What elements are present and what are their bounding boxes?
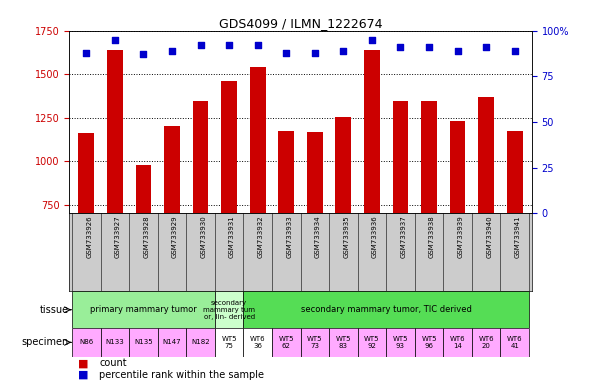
Text: GSM733926: GSM733926 bbox=[87, 215, 93, 258]
Point bbox=[253, 42, 263, 48]
Bar bbox=[450, 121, 465, 335]
Text: GSM733940: GSM733940 bbox=[486, 215, 492, 258]
FancyBboxPatch shape bbox=[329, 328, 358, 357]
Point bbox=[110, 37, 120, 43]
Point bbox=[82, 50, 91, 56]
Text: N133: N133 bbox=[105, 339, 124, 345]
Text: WT6
14: WT6 14 bbox=[450, 336, 465, 349]
Text: GSM733933: GSM733933 bbox=[286, 215, 292, 258]
Point bbox=[367, 37, 377, 43]
Point bbox=[453, 48, 462, 54]
Point bbox=[510, 48, 519, 54]
Text: GSM733939: GSM733939 bbox=[457, 215, 463, 258]
FancyBboxPatch shape bbox=[72, 328, 100, 357]
Bar bbox=[478, 97, 494, 335]
Text: specimen: specimen bbox=[21, 338, 69, 348]
Text: ■: ■ bbox=[78, 370, 89, 380]
FancyBboxPatch shape bbox=[100, 328, 129, 357]
Point bbox=[224, 42, 234, 48]
Text: WT5
92: WT5 92 bbox=[364, 336, 380, 349]
Point bbox=[338, 48, 348, 54]
FancyBboxPatch shape bbox=[243, 291, 529, 328]
Point bbox=[196, 42, 206, 48]
Bar bbox=[335, 117, 351, 335]
FancyBboxPatch shape bbox=[186, 328, 215, 357]
FancyBboxPatch shape bbox=[472, 328, 501, 357]
Text: N147: N147 bbox=[163, 339, 182, 345]
Text: WT5
75: WT5 75 bbox=[221, 336, 237, 349]
Bar bbox=[221, 81, 237, 335]
FancyBboxPatch shape bbox=[300, 328, 329, 357]
Point bbox=[310, 50, 320, 56]
Bar bbox=[78, 133, 94, 335]
Title: GDS4099 / ILMN_1222674: GDS4099 / ILMN_1222674 bbox=[219, 17, 382, 30]
FancyBboxPatch shape bbox=[215, 291, 243, 328]
Text: GSM733938: GSM733938 bbox=[429, 215, 435, 258]
Text: WT6
41: WT6 41 bbox=[507, 336, 522, 349]
Text: WT5
73: WT5 73 bbox=[307, 336, 323, 349]
Bar bbox=[507, 131, 523, 335]
Text: GSM733937: GSM733937 bbox=[400, 215, 406, 258]
Text: GSM733941: GSM733941 bbox=[514, 215, 520, 258]
Text: N182: N182 bbox=[191, 339, 210, 345]
Text: GSM733934: GSM733934 bbox=[315, 215, 321, 258]
Bar bbox=[307, 132, 323, 335]
Text: secondary
mammary tum
or, lin- derived: secondary mammary tum or, lin- derived bbox=[203, 300, 255, 320]
Bar bbox=[164, 126, 180, 335]
Text: GSM733936: GSM733936 bbox=[372, 215, 378, 258]
FancyBboxPatch shape bbox=[215, 328, 243, 357]
Bar bbox=[107, 50, 123, 335]
Bar bbox=[278, 131, 294, 335]
Bar bbox=[193, 101, 209, 335]
Text: N135: N135 bbox=[134, 339, 153, 345]
Point bbox=[139, 51, 148, 58]
Point bbox=[395, 44, 405, 50]
Text: GSM733931: GSM733931 bbox=[229, 215, 235, 258]
Text: GSM733929: GSM733929 bbox=[172, 215, 178, 258]
FancyBboxPatch shape bbox=[415, 328, 444, 357]
FancyBboxPatch shape bbox=[129, 328, 157, 357]
Text: ■: ■ bbox=[78, 358, 89, 368]
Text: WT6
36: WT6 36 bbox=[250, 336, 266, 349]
Text: tissue: tissue bbox=[40, 305, 69, 315]
Text: WT5
83: WT5 83 bbox=[335, 336, 351, 349]
Text: secondary mammary tumor, TIC derived: secondary mammary tumor, TIC derived bbox=[300, 305, 472, 314]
FancyBboxPatch shape bbox=[358, 328, 386, 357]
Bar bbox=[364, 50, 380, 335]
Text: WT5
62: WT5 62 bbox=[278, 336, 294, 349]
Text: primary mammary tumor: primary mammary tumor bbox=[90, 305, 197, 314]
FancyBboxPatch shape bbox=[243, 328, 272, 357]
FancyBboxPatch shape bbox=[444, 328, 472, 357]
FancyBboxPatch shape bbox=[72, 291, 215, 328]
Text: WT6
20: WT6 20 bbox=[478, 336, 494, 349]
FancyBboxPatch shape bbox=[272, 328, 300, 357]
Bar bbox=[136, 166, 151, 335]
Text: percentile rank within the sample: percentile rank within the sample bbox=[99, 370, 264, 380]
Bar bbox=[250, 67, 266, 335]
Text: GSM733935: GSM733935 bbox=[343, 215, 349, 258]
Text: N86: N86 bbox=[79, 339, 93, 345]
Text: WT5
96: WT5 96 bbox=[421, 336, 437, 349]
Text: GSM733932: GSM733932 bbox=[258, 215, 264, 258]
Bar bbox=[421, 101, 437, 335]
Text: WT5
93: WT5 93 bbox=[392, 336, 408, 349]
Text: GSM733928: GSM733928 bbox=[144, 215, 150, 258]
Point bbox=[424, 44, 434, 50]
FancyBboxPatch shape bbox=[501, 328, 529, 357]
Point bbox=[481, 44, 491, 50]
Point bbox=[167, 48, 177, 54]
Text: GSM733927: GSM733927 bbox=[115, 215, 121, 258]
Text: count: count bbox=[99, 358, 127, 368]
FancyBboxPatch shape bbox=[386, 328, 415, 357]
Bar bbox=[392, 101, 408, 335]
Text: GSM733930: GSM733930 bbox=[201, 215, 207, 258]
FancyBboxPatch shape bbox=[157, 328, 186, 357]
Point bbox=[281, 50, 291, 56]
